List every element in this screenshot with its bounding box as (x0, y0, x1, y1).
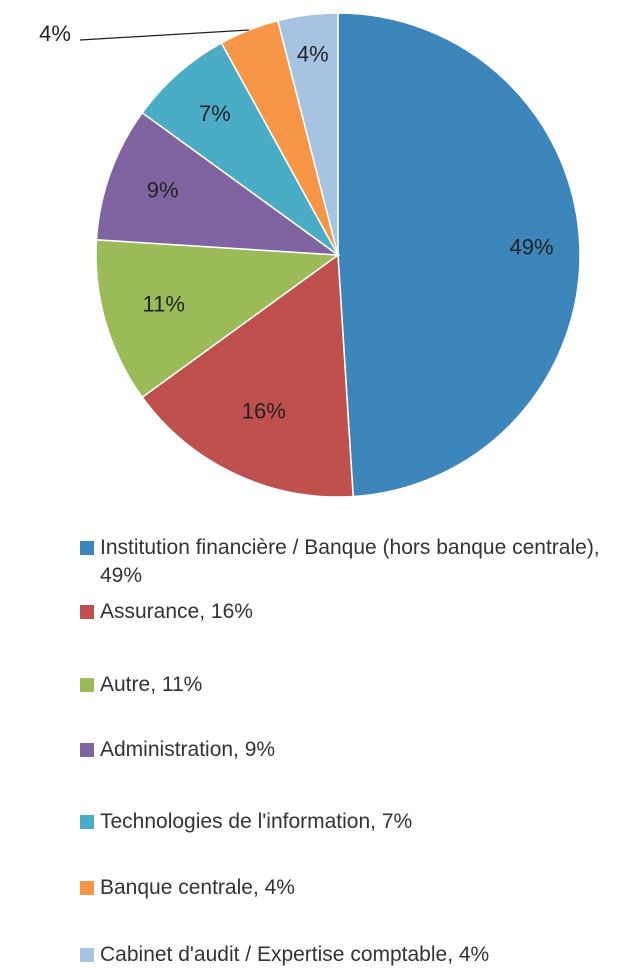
pie-chart: 49% 16% 11% 9% 7% 4% 4% (39, 12, 581, 498)
pie-slice (141, 41, 339, 256)
legend-item: Institution financière / Banque (hors ba… (80, 534, 600, 590)
legend-swatch (80, 948, 94, 962)
data-label: 9% (147, 178, 179, 203)
legend-item: Technologies de l'information, 7% (80, 808, 600, 836)
pie-slice (276, 12, 339, 256)
legend-swatch (80, 605, 94, 619)
legend-label: Cabinet d'audit / Expertise comptable, 4… (100, 943, 490, 966)
legend-item: Cabinet d'audit / Expertise comptable, 4… (80, 941, 600, 969)
legend-label: Administration, 9% (100, 738, 276, 761)
legend-item: Autre, 11% (80, 671, 600, 699)
legend-label: Autre, 11% (100, 673, 203, 696)
legend-label: Banque centrale, 4% (100, 876, 295, 899)
pie-slice (95, 239, 341, 399)
legend-label: Assurance, 16% (100, 600, 253, 623)
data-label: 4% (297, 42, 329, 67)
legend-swatch (80, 743, 94, 757)
legend-item: Assurance, 16% (80, 598, 600, 626)
pie-slice (141, 253, 354, 498)
legend-swatch (80, 541, 94, 555)
data-label: 7% (199, 101, 231, 126)
pie-slice (337, 12, 581, 498)
leader-line (79, 29, 249, 41)
legend-swatch (80, 678, 94, 692)
legend-item: Banque centrale, 4% (80, 874, 600, 902)
legend-label: Technologies de l'information, 7% (100, 810, 413, 833)
legend-label: Institution financière / Banque (hors ba… (100, 536, 600, 587)
data-label: 49% (509, 235, 553, 260)
legend-item: Administration, 9% (80, 736, 600, 764)
data-label: 16% (242, 398, 286, 423)
pie-slice (95, 111, 341, 256)
legend-swatch (80, 815, 94, 829)
legend-swatch (80, 881, 94, 895)
data-label: 4% (39, 21, 71, 46)
data-label: 11% (143, 291, 185, 316)
